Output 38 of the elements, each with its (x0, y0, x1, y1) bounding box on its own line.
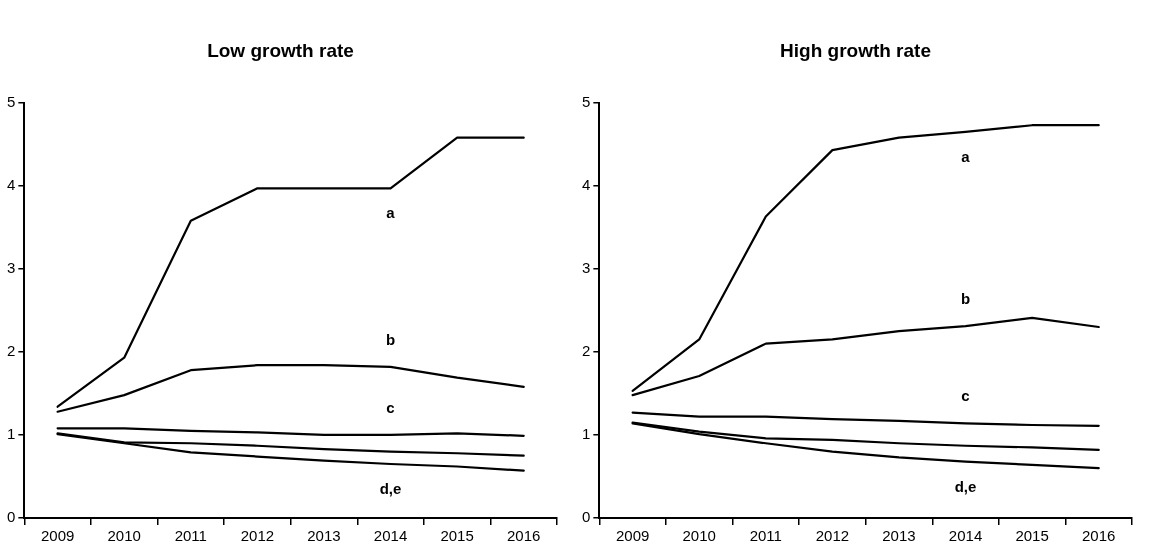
y-tick-label: 5 (582, 92, 591, 110)
series-label: a (386, 204, 396, 222)
y-tick-label: 5 (7, 92, 16, 110)
y-tick-label: 1 (7, 425, 16, 443)
x-tick-label: 2012 (815, 527, 850, 545)
y-tick-label: 0 (582, 508, 591, 526)
x-tick-label: 2016 (1082, 527, 1116, 545)
y-tick-label: 4 (582, 175, 591, 193)
x-tick-label: 2011 (749, 527, 782, 545)
annotation: d,e (954, 477, 977, 495)
x-tick-label: 2009 (615, 527, 650, 545)
annotation: d,e (379, 480, 402, 498)
series-label: a (961, 148, 971, 165)
x-tick-label: 2014 (948, 527, 983, 545)
x-tick-label: 2010 (107, 527, 141, 545)
chart-title: High growth rate (780, 39, 931, 61)
x-tick-label: 2015 (440, 527, 474, 545)
y-tick-label: 2 (7, 342, 16, 360)
series-label: b (385, 331, 396, 349)
series-label: c (961, 387, 970, 405)
x-tick-label: 2015 (1015, 527, 1049, 545)
y-tick-label: 3 (582, 259, 591, 277)
x-tick-label: 2010 (682, 527, 716, 545)
x-tick-label: 2012 (240, 527, 275, 545)
chart-title: Low growth rate (207, 39, 354, 61)
y-tick-label: 1 (582, 425, 591, 443)
x-tick-label: 2016 (507, 527, 541, 545)
y-tick-label: 2 (582, 342, 591, 360)
x-tick-label: 2013 (882, 527, 916, 545)
y-tick-label: 0 (7, 508, 16, 526)
x-tick-label: 2013 (307, 527, 341, 545)
x-tick-label: 2009 (40, 527, 75, 545)
series-label: c (386, 399, 395, 417)
x-tick-label: 2011 (174, 527, 207, 545)
y-tick-label: 3 (7, 259, 16, 277)
series-label: b (960, 290, 971, 308)
x-tick-label: 2014 (373, 527, 408, 545)
y-tick-label: 4 (7, 175, 16, 193)
